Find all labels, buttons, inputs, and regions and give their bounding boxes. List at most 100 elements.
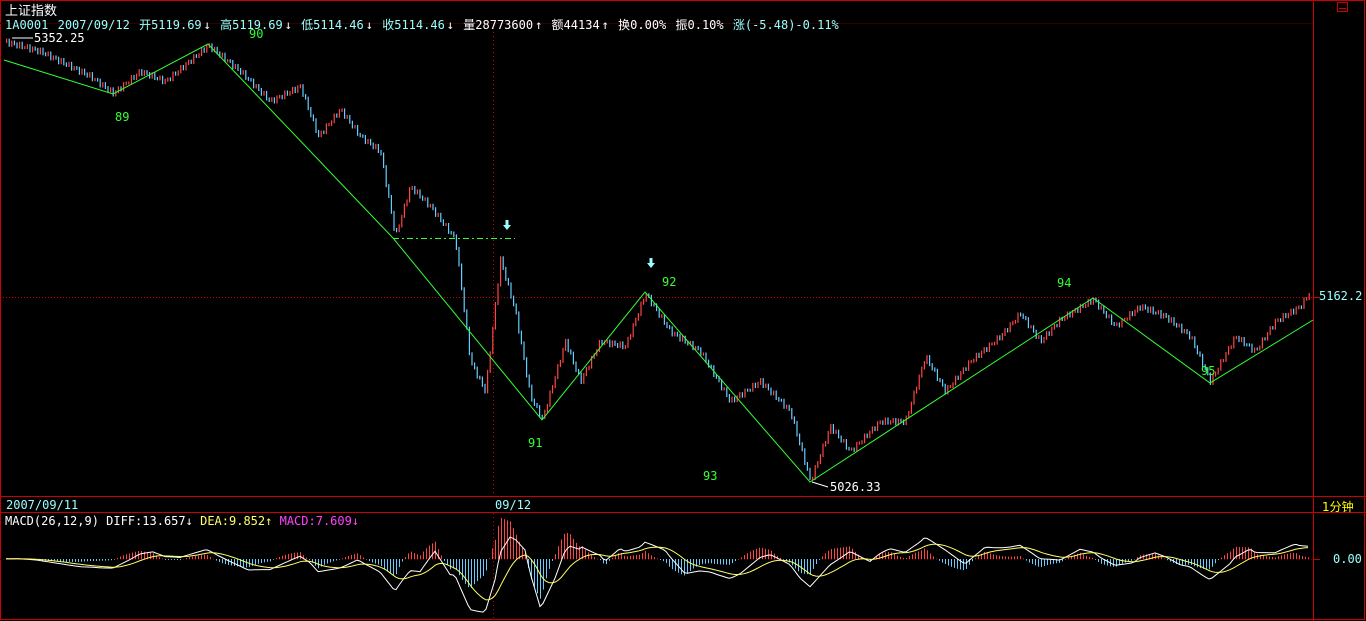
macd-bar (1194, 559, 1195, 567)
minute-bar (136, 73, 138, 80)
macd-bar (651, 555, 652, 559)
macd-bar (927, 550, 928, 559)
maximize-icon[interactable] (1337, 2, 1348, 12)
macd-bar (1206, 559, 1207, 570)
minute-bar (393, 210, 395, 231)
minute-bar (492, 326, 494, 355)
minute-bar (988, 342, 990, 352)
macd-bar (1236, 546, 1237, 559)
macd-bar (543, 559, 544, 590)
minute-bar (1217, 367, 1219, 375)
minute-bar (172, 71, 174, 82)
macd-bar (522, 547, 523, 559)
macd-bar (723, 559, 724, 565)
minute-bar (669, 325, 671, 330)
macd-bar (291, 553, 292, 559)
period-selector[interactable]: 1分钟 (1322, 500, 1354, 514)
macd-bar (648, 553, 649, 559)
minute-bar (630, 334, 632, 340)
macd-bar (828, 550, 829, 559)
minute-bar (1056, 324, 1058, 328)
macd-bar (1092, 557, 1093, 559)
macd-bar (690, 559, 691, 571)
macd-bar (1230, 551, 1231, 559)
minute-bar (708, 359, 710, 368)
quote-date: 2007/09/12 (57, 18, 130, 32)
macd-bar (924, 548, 925, 559)
macd-bar (99, 559, 100, 561)
up-arrow-icon: ↑ (265, 514, 273, 528)
macd-bar (1038, 559, 1039, 567)
minute-bar (487, 369, 489, 394)
minute-bar (830, 424, 832, 434)
minute-bar (50, 51, 52, 61)
macd-bar (573, 538, 574, 559)
macd-bar (972, 559, 973, 562)
macd-bar (222, 559, 223, 564)
minute-bar (1243, 337, 1245, 347)
minute-bar (338, 109, 340, 118)
macd-bar (1209, 559, 1210, 570)
down-arrow-icon (647, 258, 655, 268)
minute-bar (1040, 335, 1042, 344)
macd-bar (672, 559, 673, 570)
minute-bar (281, 94, 283, 100)
macd-bar (360, 555, 361, 559)
macd-bar (345, 557, 346, 559)
macd-bar (1104, 559, 1105, 565)
macd-bar (996, 555, 997, 559)
minute-bar (351, 120, 353, 129)
minute-bar (37, 47, 39, 55)
macd-bar (60, 559, 61, 562)
macd-bar (1101, 559, 1102, 564)
macd-bar (786, 559, 787, 562)
minute-bar (453, 231, 455, 238)
current-price-label: 5162.2 (1319, 289, 1363, 303)
minute-bar (479, 375, 481, 380)
macd-bar (900, 556, 901, 559)
wave-lines (3, 43, 1314, 483)
macd-bar (861, 556, 862, 559)
macd-bar (990, 553, 991, 559)
macd-bar (1122, 559, 1123, 564)
minute-bar (94, 77, 96, 82)
minute-bar (1098, 299, 1100, 310)
minute-bar (1079, 303, 1081, 313)
minute-bar (416, 189, 418, 195)
macd-bar (1278, 556, 1279, 559)
minute-bar (1150, 306, 1152, 313)
macd-bar (1068, 557, 1069, 559)
macd-info-bar: MACD(26,12,9) DIFF:13.657↓ DEA:9.852↑ MA… (5, 514, 359, 528)
macd-bar (468, 559, 469, 588)
minute-bar (383, 152, 385, 169)
macd-bar (639, 554, 640, 559)
minute-bar (624, 345, 626, 350)
macd-bar (189, 557, 190, 559)
minute-bar (177, 70, 179, 76)
macd-bar (258, 559, 259, 564)
macd-bar (942, 559, 943, 563)
minute-bar (1293, 308, 1295, 315)
macd-bar (954, 559, 955, 568)
macd-bar (195, 556, 196, 559)
minute-bar (500, 256, 502, 287)
minute-bar (362, 134, 364, 138)
minute-bar (861, 440, 863, 445)
minute-bar (260, 88, 262, 96)
minute-bar (476, 366, 478, 379)
macd-bar (54, 559, 55, 562)
minute-bar (1077, 308, 1079, 313)
macd-bar (711, 559, 712, 564)
minute-bar (333, 113, 335, 124)
macd-zero-label: 0.00 (1333, 552, 1362, 566)
minute-bar (773, 390, 775, 396)
down-arrow-icon: ↓ (203, 18, 211, 32)
macd-bar (399, 559, 400, 568)
macd-bar (1179, 559, 1180, 566)
minute-bar (424, 197, 426, 201)
minute-bar (1173, 317, 1175, 326)
minute-bar (1072, 309, 1074, 318)
minute-bar (1152, 306, 1154, 315)
macd-bar (633, 555, 634, 559)
